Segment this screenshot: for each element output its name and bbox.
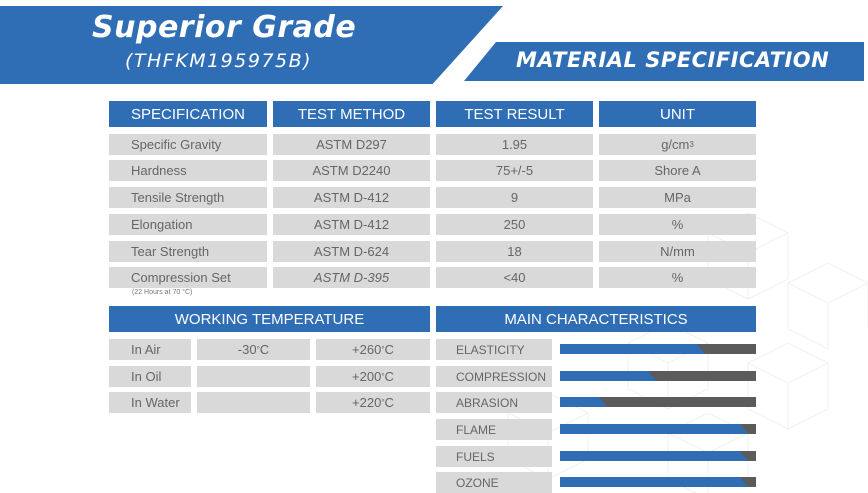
characteristic-label: FUELS bbox=[436, 446, 552, 467]
temp-max-value: +260 bbox=[352, 342, 382, 357]
characteristic-label: OZONE bbox=[436, 472, 552, 493]
working-temperature-header: WORKING TEMPERATURE bbox=[109, 306, 430, 332]
section-title: MATERIAL SPECIFICATION bbox=[516, 48, 830, 72]
title-banner bbox=[0, 6, 503, 84]
characteristic-label: ABRASION bbox=[436, 392, 552, 413]
spec-name-cell: Compression Set bbox=[109, 267, 267, 288]
test-result-cell: 18 bbox=[436, 241, 593, 262]
main-characteristics-header: MAIN CHARACTERISTICS bbox=[436, 306, 756, 332]
temp-unit: C bbox=[384, 369, 394, 384]
page-title: Superior Grade bbox=[92, 10, 357, 45]
spec-header-unit: UNIT bbox=[599, 101, 756, 127]
unit-text: MPa bbox=[664, 190, 691, 205]
compression-set-note: (22 Hours at 70 °C) bbox=[132, 289, 193, 296]
temp-min-cell: -30 ° C bbox=[197, 339, 310, 360]
unit-superscript: 3 bbox=[689, 140, 694, 149]
characteristic-bar-fill bbox=[560, 397, 607, 407]
characteristic-bar-track bbox=[560, 371, 756, 381]
unit-cell: Shore A bbox=[599, 160, 756, 181]
test-result-cell: <40 bbox=[436, 267, 593, 288]
spec-name-cell: Elongation bbox=[109, 214, 267, 235]
spec-name-cell: Specific Gravity bbox=[109, 134, 267, 155]
unit-text: N/mm bbox=[660, 244, 695, 259]
characteristic-bar-track bbox=[560, 477, 756, 487]
unit-cell: N/mm bbox=[599, 241, 756, 262]
characteristic-bar-fill bbox=[560, 424, 748, 434]
test-result-cell: 75+/-5 bbox=[436, 160, 593, 181]
spec-header-test-result: TEST RESULT bbox=[436, 101, 593, 127]
unit-text: Shore A bbox=[654, 163, 701, 178]
characteristic-bar-track bbox=[560, 344, 756, 354]
characteristic-bar-fill bbox=[560, 344, 705, 354]
test-result-cell: 250 bbox=[436, 214, 593, 235]
degree-symbol: ° bbox=[256, 345, 260, 354]
degree-symbol: ° bbox=[381, 398, 385, 407]
temp-medium-cell: In Water bbox=[109, 392, 191, 413]
temp-medium-cell: In Air bbox=[109, 339, 191, 360]
degree-symbol: ° bbox=[381, 372, 385, 381]
unit-text: g/cm bbox=[661, 137, 690, 152]
characteristic-bar-track bbox=[560, 451, 756, 461]
spec-name-cell: Tensile Strength bbox=[109, 187, 267, 208]
characteristic-bar-track bbox=[560, 424, 756, 434]
characteristic-label: COMPRESSION bbox=[436, 366, 552, 387]
test-method-cell: ASTM D-624 bbox=[273, 241, 430, 262]
test-method-cell: ASTM D-412 bbox=[273, 187, 430, 208]
product-code: (THFKM195975B) bbox=[125, 50, 313, 72]
spec-name-cell: Hardness bbox=[109, 160, 267, 181]
unit-cell: % bbox=[599, 214, 756, 235]
unit-cell: % bbox=[599, 267, 756, 288]
temp-medium-cell: In Oil bbox=[109, 366, 191, 387]
unit-cell: MPa bbox=[599, 187, 756, 208]
temp-min-value: -30 bbox=[237, 342, 257, 357]
test-method-cell: ASTM D297 bbox=[273, 134, 430, 155]
unit-text: % bbox=[671, 217, 684, 232]
unit-text: % bbox=[671, 270, 684, 285]
temp-max-cell: +260 ° C bbox=[316, 339, 430, 360]
degree-symbol: ° bbox=[381, 345, 385, 354]
temp-max-cell: +200 ° C bbox=[316, 366, 430, 387]
temp-max-value: +200 bbox=[352, 369, 382, 384]
characteristic-bar-fill bbox=[560, 451, 748, 461]
temp-unit: C bbox=[259, 342, 270, 357]
test-result-cell: 9 bbox=[436, 187, 593, 208]
characteristic-bar-track bbox=[560, 397, 756, 407]
spec-header-test-method: TEST METHOD bbox=[273, 101, 430, 127]
temp-unit: C bbox=[384, 342, 394, 357]
test-method-cell: ASTM D-412 bbox=[273, 214, 430, 235]
characteristic-bar-fill bbox=[560, 477, 748, 487]
section-banner bbox=[464, 42, 864, 81]
spec-header-specification: SPECIFICATION bbox=[109, 101, 267, 127]
temp-max-cell: +220 ° C bbox=[316, 392, 430, 413]
characteristic-label: ELASTICITY bbox=[436, 339, 552, 360]
test-method-cell: ASTM D2240 bbox=[273, 160, 430, 181]
temp-min-cell bbox=[197, 392, 310, 413]
test-result-cell: 1.95 bbox=[436, 134, 593, 155]
spec-name-cell: Tear Strength bbox=[109, 241, 267, 262]
characteristic-label: FLAME bbox=[436, 419, 552, 440]
characteristic-bar-fill bbox=[560, 371, 656, 381]
temp-unit: C bbox=[384, 395, 394, 410]
temp-max-value: +220 bbox=[352, 395, 382, 410]
temp-min-cell bbox=[197, 366, 310, 387]
test-method-cell: ASTM D-395 bbox=[273, 267, 430, 288]
unit-cell: g/cm 3 bbox=[599, 134, 756, 155]
